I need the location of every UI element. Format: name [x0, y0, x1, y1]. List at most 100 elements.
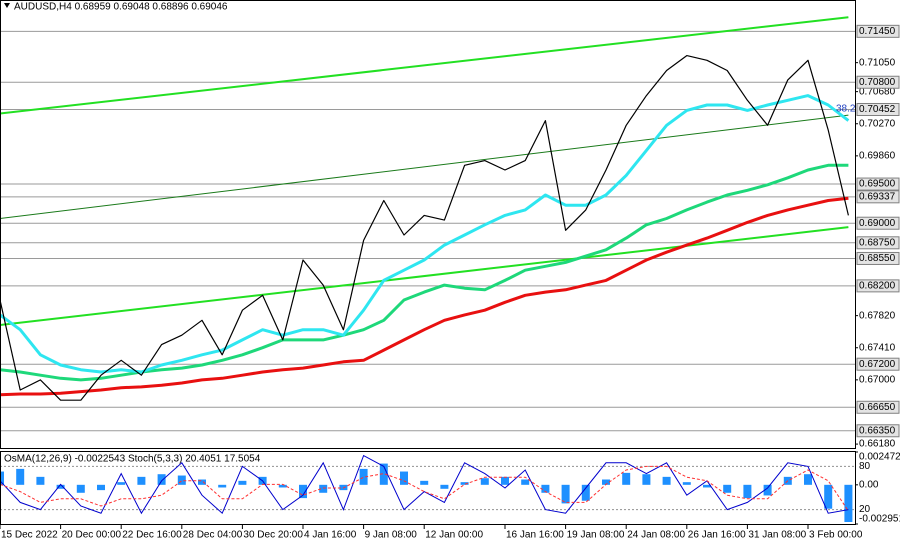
y-tick-label: 0.69860	[859, 151, 896, 162]
x-tick-label: 3 Feb 00:00	[809, 530, 863, 541]
level-label-box	[856, 102, 900, 116]
osma-bar	[137, 476, 146, 485]
osma-bar	[198, 479, 206, 485]
level-label: 0.66650	[859, 402, 896, 413]
x-tick-label: 22 Dec 16:00	[122, 530, 182, 541]
osma-bar	[602, 479, 610, 485]
trend-line	[0, 16, 849, 115]
level-label-box	[856, 279, 900, 293]
osma-bar	[642, 474, 651, 485]
trend-line	[0, 226, 849, 327]
osma-bar	[319, 484, 328, 493]
level-label: 0.68550	[859, 253, 896, 264]
osma-bar	[440, 484, 449, 489]
indicator-panel-frame	[0, 451, 856, 525]
x-tick-label: 20 Dec 00:00	[62, 530, 122, 541]
osma-bar	[157, 474, 166, 485]
level-label: 0.68200	[859, 281, 896, 292]
y-tick-label: 0.67410	[859, 342, 896, 353]
level-label: 0.70800	[859, 77, 896, 88]
x-tick-label: 31 Jan 08:00	[748, 530, 806, 541]
osma-bar	[218, 484, 227, 488]
osma-bar	[703, 484, 711, 488]
x-tick-label: 26 Jan 16:00	[688, 530, 746, 541]
osma-bar	[420, 480, 429, 485]
x-tick-label: 28 Dec 04:00	[183, 530, 243, 541]
level-label-box	[856, 190, 900, 204]
indicator-title: OsMA(12,26,9) -0.0022543 Stoch(5,3,3) 20…	[4, 454, 261, 465]
y-tick-label: 0.67000	[859, 375, 896, 386]
osma-bar	[804, 474, 812, 485]
osma-bar	[844, 484, 853, 522]
x-tick-label: 15 Dec 2022	[1, 530, 58, 541]
stoch-tick-label: 20	[859, 504, 871, 515]
level-label: 0.69500	[859, 179, 896, 190]
osma-bar	[16, 468, 25, 485]
marks-layer	[0, 16, 853, 522]
level-label-box	[856, 357, 900, 371]
osma-bar	[0, 471, 4, 485]
x-tick-label: 30 Dec 20:00	[243, 530, 303, 541]
osma-bar	[682, 482, 691, 485]
y-tick-label: 0.71050	[859, 57, 896, 68]
level-label-box	[856, 251, 900, 265]
level-label-box	[856, 400, 900, 414]
level-label: 0.69000	[859, 218, 896, 229]
osma-bar	[76, 484, 85, 493]
x-tick-label: 12 Jan 00:00	[425, 530, 483, 541]
level-label-box	[856, 177, 900, 191]
trend-line	[0, 114, 849, 220]
y-tick-label: 0.67820	[859, 310, 896, 321]
level-label-box	[856, 236, 900, 250]
y-tick-label: 0.70680	[859, 86, 896, 97]
level-label-box	[856, 75, 900, 89]
chart-title: AUDUSD,H4 0.68959 0.69048 0.68896 0.6904…	[14, 2, 228, 13]
series-line	[0, 55, 849, 401]
level-label: 0.69337	[859, 191, 896, 202]
level-label: 0.67200	[859, 359, 896, 370]
osma-bar	[177, 475, 186, 485]
osma-bar	[36, 476, 45, 485]
osma-bar	[56, 484, 65, 489]
y-tick-label: 0.66180	[859, 439, 896, 450]
series-line	[0, 94, 850, 374]
levels-layer	[0, 30, 855, 511]
fibo-annotation: 38.2	[836, 104, 856, 115]
x-tick-label: 4 Jan 16:00	[304, 530, 357, 541]
level-label-box	[856, 24, 900, 38]
osma-bar	[581, 484, 590, 501]
series-line	[0, 196, 849, 397]
osma-bar	[97, 484, 105, 491]
level-label: 0.70452	[859, 104, 896, 115]
osma-bar	[379, 463, 388, 485]
x-tick-label: 16 Jan 16:00	[506, 530, 564, 541]
stoch-line	[0, 465, 849, 512]
osma-bar	[824, 484, 833, 509]
axis-layer: 0.71050 0.70680 0.70270 0.69860 0.67820 0.674…	[0, 24, 900, 541]
y-tick-label: 0.70270	[859, 118, 896, 129]
osma-bar	[763, 484, 772, 496]
osma-bar	[501, 476, 509, 485]
osma-tick-label: 0.0024721	[859, 452, 900, 463]
osma-bar	[662, 476, 671, 485]
osma-bar	[622, 472, 631, 485]
x-tick-label: 19 Jan 08:00	[567, 530, 625, 541]
osma-bar	[743, 484, 752, 499]
level-label: 0.68750	[859, 237, 896, 248]
osma-bar	[480, 478, 489, 485]
osma-bar	[299, 484, 307, 499]
osma-bar	[117, 482, 126, 485]
osma-bar	[460, 482, 469, 485]
level-label-box	[856, 424, 900, 438]
osma-bar	[238, 480, 247, 485]
osma-bar	[400, 471, 408, 485]
x-tick-label: 9 Jan 08:00	[365, 530, 418, 541]
osma-tick-label: -0.002951	[859, 514, 900, 525]
osma-tick-label: 0.00	[859, 479, 879, 490]
osma-bar	[359, 468, 368, 485]
osma-bar	[278, 484, 287, 488]
osma-bar	[521, 479, 530, 485]
osma-bar	[561, 484, 570, 504]
